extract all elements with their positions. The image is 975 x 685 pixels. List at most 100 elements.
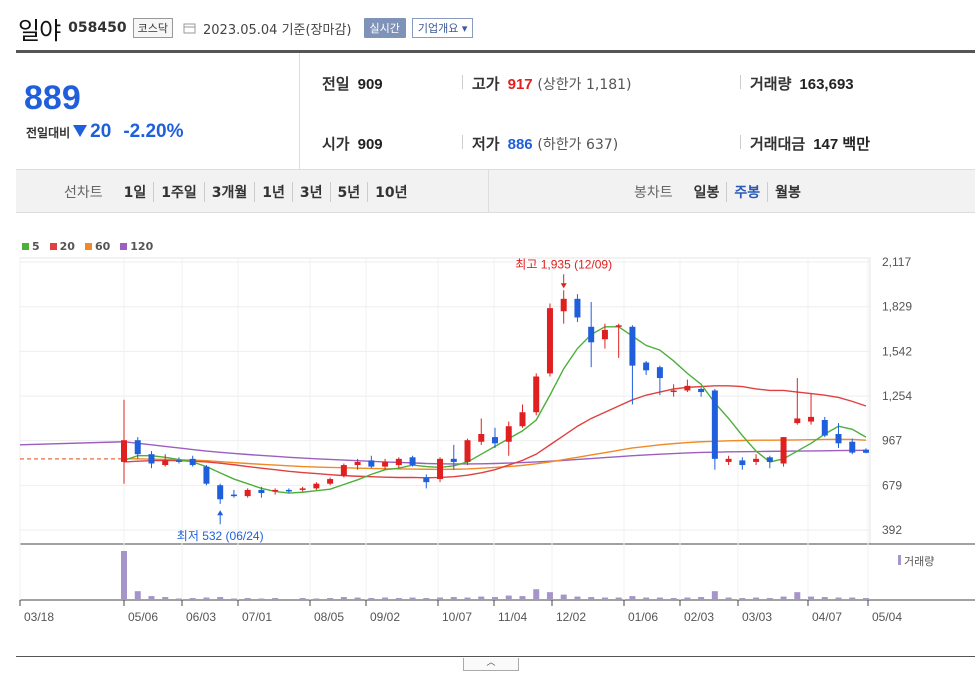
line-chart-periods: 선차트 1일 1주일 3개월 1년 3년 5년 10년 — [64, 182, 415, 202]
company-overview-label: 기업개요 — [417, 22, 459, 35]
x-tick-label: 12/02 — [556, 610, 586, 624]
volume-bar — [519, 596, 526, 600]
period-1d[interactable]: 1일 — [123, 185, 147, 201]
ma20-line — [123, 385, 867, 479]
collapse-button[interactable]: ︿ — [463, 658, 519, 671]
volume-bar — [643, 597, 650, 600]
volume-bar — [230, 598, 237, 600]
volume-bar — [272, 598, 279, 600]
company-overview-button[interactable]: 기업개요 ▾ — [411, 18, 474, 38]
candle-body — [450, 458, 457, 462]
high-annotation: 최고 1,935 (12/09) — [515, 257, 612, 271]
candle-body — [423, 477, 430, 483]
period-3y[interactable]: 3년 — [291, 182, 330, 202]
candle-body — [258, 489, 265, 494]
volume-bar — [574, 596, 581, 600]
volume-bar — [780, 596, 787, 600]
candle-body — [409, 457, 416, 466]
stat-separator — [740, 135, 741, 149]
candle-body — [272, 489, 279, 492]
ma120-lead-in — [19, 441, 125, 446]
volume-bar — [478, 596, 485, 600]
legend-ma60: 60 — [84, 240, 110, 253]
candle-body — [698, 388, 705, 393]
volume-bar — [835, 597, 842, 600]
period-1y[interactable]: 1년 — [254, 182, 292, 202]
candle-body — [643, 362, 650, 371]
legend-label: 5 — [32, 240, 40, 253]
volume-label: 거래량 — [904, 555, 934, 568]
volume-bar — [546, 592, 553, 600]
candle-body — [478, 433, 485, 442]
realtime-button[interactable]: 실시간 — [363, 18, 406, 38]
volume-bar — [134, 591, 141, 600]
candle-body — [835, 433, 842, 444]
volume-bar — [739, 598, 746, 600]
period-1w[interactable]: 1주일 — [153, 182, 204, 202]
change-row: 전일대비 20 -2.20% — [26, 121, 184, 143]
candle-body — [766, 457, 773, 462]
candle-body — [670, 390, 677, 393]
x-tick-label: 07/01 — [242, 610, 272, 624]
y-tick-label: 2,117 — [882, 255, 911, 269]
open-value: 909 — [357, 136, 383, 153]
high-arrow-head — [560, 283, 567, 289]
candle-body — [203, 466, 210, 484]
legend-ma5: 5 — [22, 240, 40, 253]
candle-body — [327, 479, 334, 484]
candle-monthly[interactable]: 월봉 — [767, 182, 808, 202]
volume-bar — [450, 597, 457, 600]
volume-bar — [244, 598, 251, 600]
volume-bar — [340, 597, 347, 600]
candle-body — [162, 460, 169, 466]
volume-bar — [533, 589, 540, 600]
volume-bar — [684, 597, 691, 600]
amount-stat: 거래대금 147 백만 — [750, 133, 870, 154]
ma120-line — [123, 441, 867, 465]
prev-close-value: 909 — [357, 76, 383, 93]
candle-chart-title: 봉차트 — [634, 185, 673, 201]
candle-body — [505, 426, 512, 442]
volume-bar — [670, 598, 677, 600]
volume-bar — [409, 597, 416, 600]
open-label: 시가 — [322, 135, 350, 153]
candle-body — [629, 326, 636, 366]
candle-body — [656, 367, 663, 379]
volume-bar — [794, 592, 801, 600]
high-value: 917 — [507, 76, 533, 93]
volume-bar — [656, 597, 663, 600]
volume-bar — [437, 597, 444, 600]
volume-bar — [368, 598, 375, 600]
candle-body — [340, 465, 347, 476]
stock-chart[interactable]: 2,117 1,829 1,542 1,254 967 679 392 03/18 05/06 0… — [0, 0, 975, 660]
candle-chart-periods: 봉차트 일봉 주봉 월봉 — [634, 182, 808, 202]
x-tick-label: 03/03 — [742, 610, 772, 624]
x-tick-label: 01/06 — [628, 610, 658, 624]
candle-body — [492, 437, 498, 444]
volume-bar — [711, 591, 718, 600]
candle-body — [753, 458, 760, 462]
price-plot-frame — [19, 257, 871, 545]
low-stat: 저가 886 (하한가 637) — [472, 133, 618, 154]
candle-body — [395, 458, 402, 466]
period-5y[interactable]: 5년 — [329, 182, 368, 202]
change-label: 전일대비 — [26, 126, 71, 140]
x-tick-label: 05/04 — [872, 610, 902, 624]
candle-body — [299, 488, 306, 490]
volume-bar — [258, 598, 265, 600]
ma60-line — [124, 438, 867, 471]
volume-bar — [505, 595, 512, 600]
volume-bar — [313, 598, 320, 600]
line-chart-title: 선차트 — [64, 185, 103, 201]
candle-daily[interactable]: 일봉 — [693, 185, 720, 201]
stat-separator — [462, 75, 463, 89]
candle-body — [533, 376, 540, 413]
period-10y[interactable]: 10년 — [367, 182, 414, 202]
date-text: 2023.05.04 기준(장마감) — [203, 22, 352, 38]
low-annotation: 최저 532 (06/24) — [177, 529, 264, 543]
candle-body — [574, 298, 581, 318]
candle-weekly[interactable]: 주봉 — [726, 182, 767, 202]
volume-bar — [423, 598, 430, 600]
period-3m[interactable]: 3개월 — [203, 182, 255, 202]
volume-stat: 거래량 163,693 — [750, 73, 854, 94]
